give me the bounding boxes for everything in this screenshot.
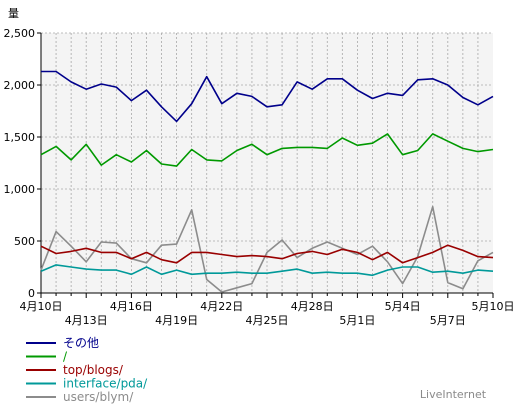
brand-label: LiveInternet <box>420 388 487 401</box>
legend-label: users/blym/ <box>63 390 134 404</box>
x-tick-label: 4月28日 <box>291 300 334 313</box>
series-line <box>40 264 494 277</box>
x-tick-label: 4月10日 <box>20 300 63 313</box>
legend-label: その他 <box>63 336 99 350</box>
legend: その他/top/blogs/interface/pda/users/blym/ <box>26 336 148 404</box>
y-tick-label: 0 <box>28 287 35 300</box>
x-tick-label: 4月19日 <box>155 314 198 327</box>
series-line <box>40 133 494 167</box>
x-tick-label: 4月25日 <box>246 314 289 327</box>
x-tick-label: 5月4日 <box>385 300 421 313</box>
x-tick-label: 4月22日 <box>200 300 243 313</box>
series-line <box>40 205 494 293</box>
y-axis: 0 500 1,000 1,500 2,000 2,500 <box>4 27 42 300</box>
y-tick-label: 1,000 <box>4 183 36 196</box>
series-line <box>40 244 494 264</box>
y-tick-label: 2,000 <box>4 79 36 92</box>
x-tick-label: 4月16日 <box>110 300 153 313</box>
y-tick-label: 2,500 <box>4 27 36 40</box>
legend-label: / <box>63 350 68 364</box>
legend-label: interface/pda/ <box>63 377 148 391</box>
series-group <box>40 70 494 293</box>
series-line <box>41 70 494 123</box>
legend-label: top/blogs/ <box>63 363 124 377</box>
x-tick-label: 5月7日 <box>430 314 466 327</box>
y-tick-label: 1,500 <box>4 131 36 144</box>
x-axis: 4月10日 4月16日 4月22日 4月28日 5月4日 5月10日 4月13日 4月19日 4… <box>20 292 515 327</box>
grid <box>41 32 493 293</box>
y-axis-label: 量 <box>8 7 19 20</box>
y-tick-label: 500 <box>14 235 35 248</box>
x-tick-label: 5月10日 <box>472 300 515 313</box>
x-tick-label: 4月13日 <box>65 314 108 327</box>
x-tick-label: 5月1日 <box>339 314 375 327</box>
